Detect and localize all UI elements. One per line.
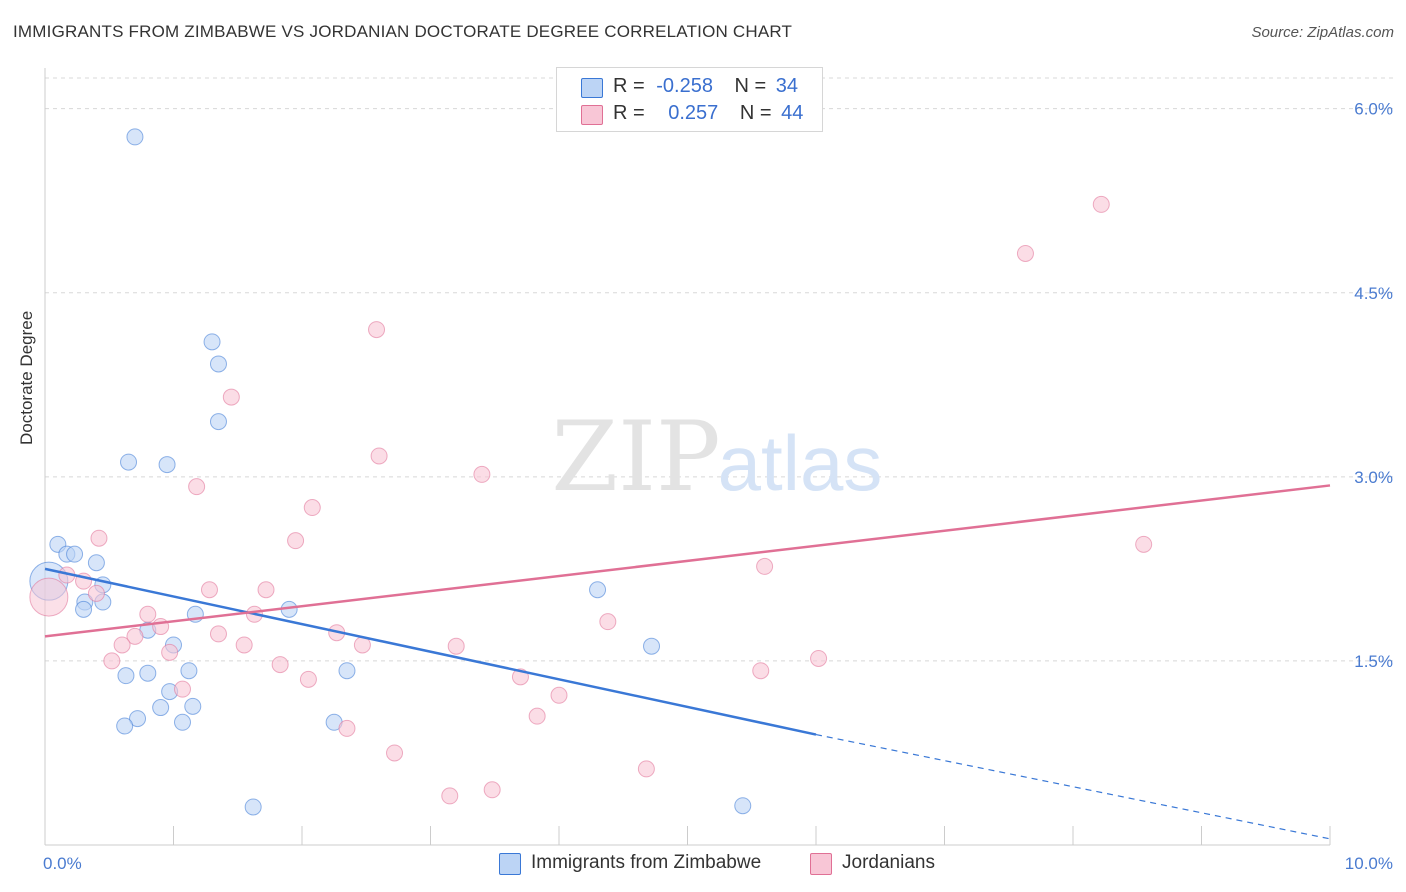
legend-r-value: -0.258 — [656, 75, 713, 97]
data-point — [643, 637, 661, 655]
data-point — [126, 128, 144, 146]
x-tick-label: 0.0% — [43, 854, 82, 873]
data-point — [299, 670, 317, 688]
data-point — [235, 636, 253, 654]
legend-label-jordanians: Jordanians — [842, 852, 935, 873]
data-point — [90, 529, 108, 547]
legend-n-value: 44 — [781, 102, 804, 124]
data-point — [244, 798, 262, 816]
grid-lines — [45, 77, 1395, 662]
data-point — [103, 652, 121, 670]
data-point — [158, 456, 176, 474]
legend-n-label: N = — [734, 75, 767, 97]
data-point — [29, 577, 69, 617]
data-point — [1135, 535, 1153, 553]
data-point — [180, 662, 198, 680]
legend-n-label: N = — [739, 102, 772, 124]
data-point — [87, 554, 105, 572]
data-point — [271, 656, 289, 674]
data-point — [483, 781, 501, 799]
tick-labels: 1.5% 3.0% 4.5% 6.0% 0.0% 10.0% — [43, 100, 1393, 873]
data-point — [338, 662, 356, 680]
data-point — [810, 649, 828, 667]
data-point — [75, 600, 93, 618]
data-point — [139, 605, 157, 623]
chart-title: IMMIGRANTS FROM ZIMBABWE VS JORDANIAN DO… — [13, 22, 793, 41]
data-point — [120, 453, 138, 471]
y-tick-label: 1.5% — [1354, 652, 1393, 671]
watermark: ZIP atlas — [551, 401, 882, 513]
watermark-atlas: atlas — [718, 419, 883, 507]
data-point — [209, 625, 227, 643]
legend-swatch-blue — [499, 853, 521, 875]
legend-swatch-blue — [581, 78, 603, 98]
data-point — [117, 667, 135, 685]
data-point — [188, 478, 206, 496]
data-point — [173, 713, 191, 731]
data-point — [222, 388, 240, 406]
y-tick-label: 4.5% — [1354, 284, 1393, 303]
data-point — [257, 581, 275, 599]
y-axis-label: Doctorate Degree — [17, 310, 36, 445]
stats-legend: R = -0.258 N = 34 R = 0.257 N = 44 — [556, 67, 823, 132]
trend-line — [44, 484, 1331, 638]
data-point — [599, 613, 617, 631]
data-point — [126, 627, 144, 645]
legend-swatch-pink — [810, 853, 832, 875]
data-point — [368, 321, 386, 339]
data-point — [473, 465, 491, 483]
data-point — [370, 447, 388, 465]
data-point — [139, 664, 157, 682]
data-point — [152, 699, 170, 717]
legend-r-label: R = — [613, 75, 645, 97]
data-point — [66, 545, 84, 563]
data-point — [209, 413, 227, 431]
data-point — [1016, 244, 1034, 262]
data-point — [184, 697, 202, 715]
y-tick-label: 6.0% — [1354, 100, 1393, 119]
data-point — [441, 787, 459, 805]
data-point — [447, 637, 465, 655]
data-point — [386, 744, 404, 762]
data-point — [116, 717, 134, 735]
trend-line-extension — [815, 733, 1331, 840]
data-point — [589, 581, 607, 599]
data-point — [113, 636, 131, 654]
data-point — [756, 557, 774, 575]
data-point — [203, 333, 221, 351]
data-point — [287, 532, 305, 550]
data-point — [200, 581, 218, 599]
data-point — [303, 499, 321, 517]
source-label: Source: ZipAtlas.com — [1251, 24, 1394, 41]
y-tick-label: 3.0% — [1354, 468, 1393, 487]
watermark-zip: ZIP — [551, 401, 720, 513]
x-tick-label: 10.0% — [1345, 854, 1393, 873]
data-points — [29, 128, 1153, 816]
legend-n-value: 34 — [775, 75, 799, 97]
data-point — [161, 643, 179, 661]
axes — [44, 68, 1331, 846]
trend-lines — [44, 484, 1331, 840]
trend-line — [44, 567, 817, 736]
legend-label-zimbabwe: Immigrants from Zimbabwe — [531, 852, 762, 873]
legend-r-value: 0.257 — [668, 102, 719, 124]
data-point — [637, 760, 655, 778]
data-point — [209, 355, 227, 373]
data-point — [752, 662, 770, 680]
data-point — [1092, 195, 1110, 213]
data-point — [338, 719, 356, 737]
legend-swatch-pink — [581, 105, 603, 125]
data-point — [87, 584, 105, 602]
data-point — [173, 680, 191, 698]
data-point — [528, 707, 546, 725]
data-point — [550, 686, 568, 704]
data-point — [734, 797, 752, 815]
data-point — [129, 710, 147, 728]
legend-r-label: R = — [613, 102, 645, 124]
